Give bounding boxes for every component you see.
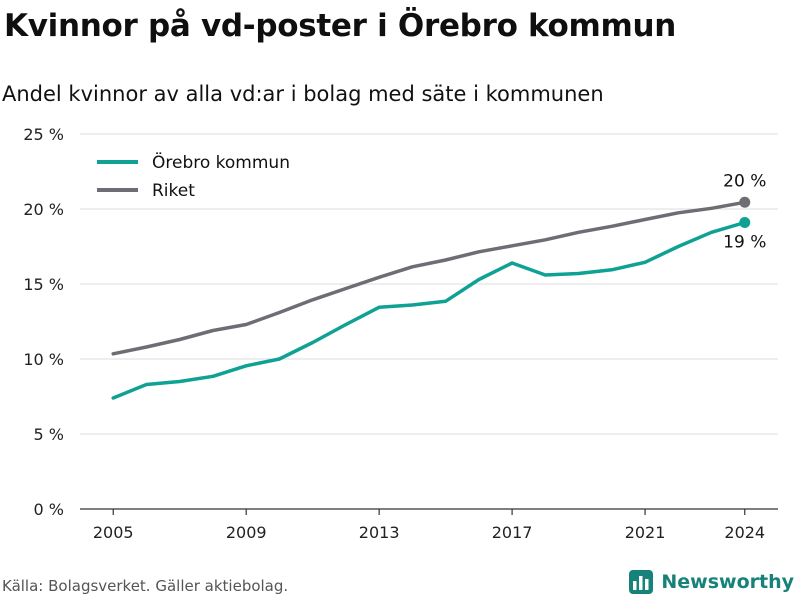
x-tick-label: 2024: [724, 523, 765, 542]
page-subtitle: Andel kvinnor av alla vd:ar i bolag med …: [2, 82, 604, 106]
y-tick-label: 15 %: [23, 275, 64, 294]
y-tick-label: 0 %: [34, 500, 64, 519]
legend-label: Riket: [152, 181, 195, 201]
x-tick-label: 2009: [226, 523, 267, 542]
source-note: Källa: Bolagsverket. Gäller aktiebolag.: [2, 577, 289, 595]
axes: 0 % 5 % 10 % 15 % 20 % 25 % 2005 2009 2013 2017 20…: [23, 125, 778, 542]
brand-logo: Newsworthy: [628, 569, 794, 595]
x-tick-label: 2005: [93, 523, 134, 542]
series-end-label: 20 %: [723, 171, 766, 191]
series-end-point: [739, 217, 751, 228]
series-end-point: [739, 196, 751, 208]
x-tick-label: 2021: [625, 523, 666, 542]
series-lines: 20 % 19 %: [111, 171, 766, 400]
page-title: Kvinnor på vd-poster i Örebro kommun: [4, 8, 677, 44]
legend-label: Örebro kommun: [152, 151, 290, 173]
grid-lines: [80, 133, 778, 435]
brand-name: Newsworthy: [661, 571, 794, 593]
x-tick-label: 2013: [359, 523, 400, 542]
series-line-riket: [111, 200, 747, 356]
legend: Örebro kommun Riket: [97, 151, 290, 201]
bar-chart-logo-icon: [629, 570, 654, 594]
y-tick-label: 25 %: [23, 125, 64, 144]
x-tick-label: 2017: [492, 523, 533, 542]
y-tick-label: 10 %: [23, 350, 64, 369]
series-end-label: 19 %: [723, 233, 766, 253]
y-tick-label: 20 %: [23, 200, 64, 219]
series-line-orebro: [111, 220, 747, 400]
y-tick-label: 5 %: [34, 425, 64, 444]
